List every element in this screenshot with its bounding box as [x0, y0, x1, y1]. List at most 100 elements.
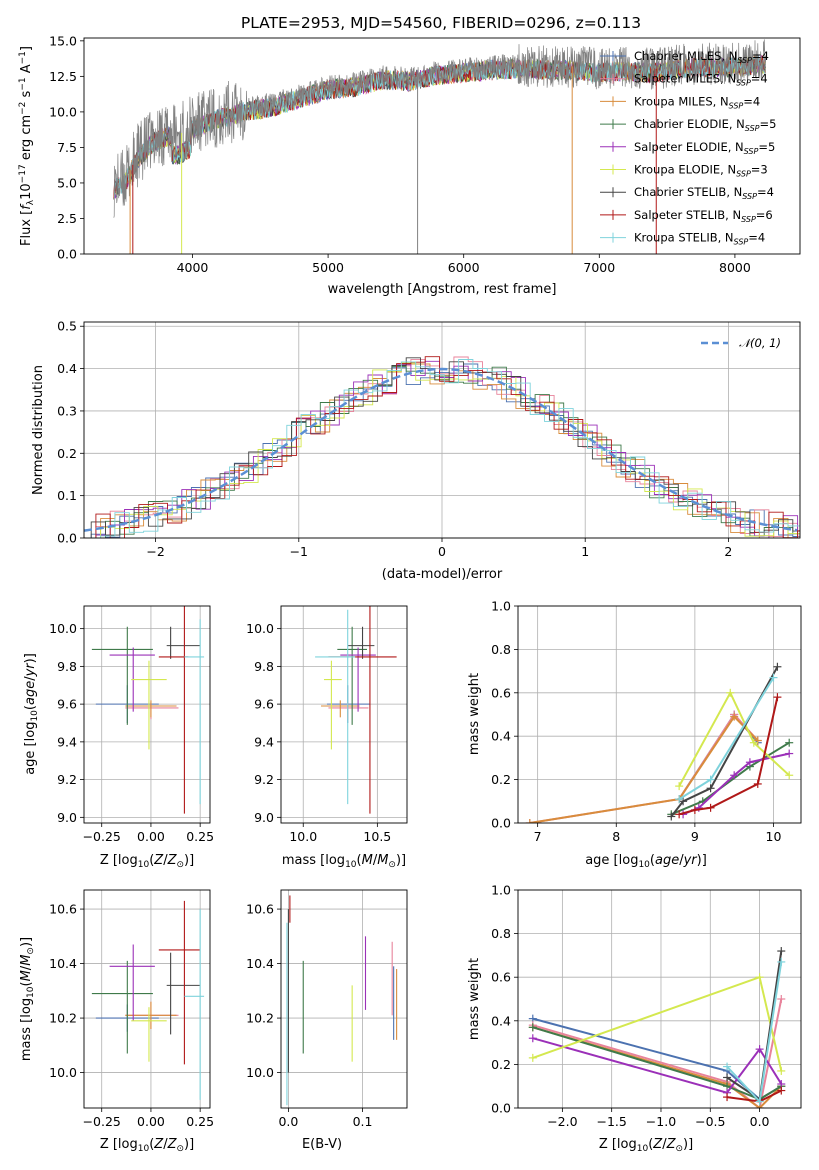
p5-ytick-label: 0.0 [491, 816, 511, 831]
residuals-legend: 𝒩(0, 1) [701, 336, 781, 350]
p4-ytick-label: 9.4 [254, 734, 274, 749]
p4-ytick-label: 10.0 [246, 621, 274, 636]
massweight-vs-age-ylabel: mass weight [467, 673, 482, 755]
residuals-ytick-label: 0.1 [57, 488, 77, 503]
mass-vs-Z-ylabel: mass [log10(M/M⊙)] [19, 937, 36, 1061]
age-vs-mass-panel: 10.0 10.5 9.0 9.2 9.4 9.6 9.8 10.0 [246, 605, 408, 844]
p4-ytick-label: 9.2 [254, 772, 274, 787]
age-vs-mass-xlabel: mass [log10(M/M⊙)] [282, 853, 406, 870]
spectrum-ytick-label: 10.0 [49, 104, 77, 119]
massweight-vs-Z-line-5 [532, 975, 783, 1072]
p5-xtick-label: 8 [612, 829, 620, 844]
residuals-ytick-label: 0.3 [57, 403, 77, 418]
p3-xtick-label: −0.25 [83, 829, 121, 844]
residual-hist-2 [86, 363, 800, 538]
p8-ytick-label: 0.0 [491, 1101, 511, 1116]
age-vs-Z-panel: −0.25 0.00 0.25 9.0 9.2 9.4 9.6 9.8 10.0 [49, 605, 214, 844]
spectrum-ylabel: Flux [fλ10−17 erg cm−2 s−1 A−1] [18, 46, 36, 246]
residuals-panel: −2 −1 0 1 2 0.0 0.1 0.2 0.3 0.4 0.5 (data-model)/e… [31, 319, 801, 582]
data-spectrum-line [113, 39, 767, 218]
p4-xtick-label: 10.0 [289, 829, 317, 844]
spectrum-xtick-label: 7000 [583, 260, 615, 275]
p8-frame [517, 889, 802, 1109]
residual-hist-3 [84, 366, 800, 538]
p7-xtick-label: 0.1 [353, 1114, 373, 1129]
residuals-ytick-label: 0.2 [57, 446, 77, 461]
p7-ytick-label: 10.0 [246, 1065, 274, 1080]
spectrum-legend-label: Salpeter MILES, NSSP=4 [634, 72, 768, 88]
p6-ytick-label: 10.0 [49, 1065, 77, 1080]
p3-frame [83, 605, 211, 824]
p7-ytick-label: 10.2 [246, 1011, 274, 1026]
residuals-ytick-label: 0.4 [57, 361, 77, 376]
residual-hist-1 [84, 356, 800, 538]
spectrum-ytick-label: 7.5 [57, 140, 77, 155]
p3-ytick-label: 9.2 [57, 772, 77, 787]
p8-ytick-label: 0.4 [491, 1013, 511, 1028]
spectrum-ytick-label: 15.0 [49, 33, 77, 48]
residuals-xlabel: (data-model)/error [382, 567, 503, 582]
p5-ytick-label: 1.0 [491, 599, 511, 614]
massweight-vs-age-line-5 [678, 690, 790, 787]
residual-hist-6 [84, 357, 800, 538]
p8-ytick-label: 0.6 [491, 970, 511, 985]
residuals-xtick-label: −1 [290, 544, 308, 559]
mass-vs-Z-panel: −0.25 0.00 0.25 10.0 10.2 10.4 10.6 [49, 889, 214, 1129]
p8-xtick-label: −0.5 [695, 1114, 725, 1129]
spectrum-legend-label: Salpeter ELODIE, NSSP=5 [634, 140, 775, 156]
spectrum-ticks: 4000 5000 6000 7000 8000 0.0 2.5 5.0 7.5 10.0 12.5… [49, 33, 751, 275]
p5-ytick-label: 0.6 [491, 685, 511, 700]
p3-ytick-label: 9.6 [57, 697, 77, 712]
spectrum-legend-label: Kroupa STELIB, NSSP=4 [634, 231, 765, 247]
p3-ytick-label: 9.8 [57, 659, 77, 674]
p6-ytick-label: 10.2 [49, 1011, 77, 1026]
massweight-vs-Z-line-0 [532, 1017, 782, 1101]
spectrum-legend-label: Chabrier STELIB, NSSP=4 [634, 185, 774, 201]
p8-xtick-label: −1.5 [596, 1114, 626, 1129]
massweight-vs-Z-line-3 [532, 1026, 782, 1101]
residuals-legend-label: 𝒩(0, 1) [739, 336, 781, 350]
p6-plot-area [91, 900, 205, 1100]
spectrum-legend-label: Kroupa ELODIE, NSSP=3 [634, 163, 768, 179]
residuals-xtick-label: 2 [724, 544, 732, 559]
spectrum-xtick-label: 8000 [719, 260, 751, 275]
massweight-vs-age-line-6 [670, 666, 779, 818]
p6-xtick-label: 0.00 [137, 1114, 165, 1129]
spectrum-plot-area [113, 39, 767, 254]
massweight-vs-age-panel: 7 8 9 10 0.0 0.2 0.4 0.6 0.8 1.0 [491, 599, 802, 844]
p7-xtick-label: 0.0 [278, 1114, 298, 1129]
spectrum-xtick-label: 5000 [312, 260, 344, 275]
spectrum-xlabel: wavelength [Angstrom, rest frame] [328, 282, 557, 297]
massweight-vs-age-line-2 [529, 715, 759, 823]
residuals-xtick-label: 1 [581, 544, 589, 559]
massweight-vs-Z-panel: −2.0 −1.5 −1.0 −0.5 0.0 0.0 0.2 0.4 0.6 0.8 1.0 [491, 883, 802, 1129]
p6-xtick-label: −0.25 [83, 1114, 121, 1129]
p8-ytick-label: 1.0 [491, 883, 511, 898]
p8-xtick-label: 0.0 [750, 1114, 770, 1129]
residuals-ylabel: Normed distribution [31, 365, 46, 495]
p4-ytick-label: 9.0 [254, 810, 274, 825]
p5-xtick-label: 7 [534, 829, 542, 844]
spectrum-ytick-label: 0.0 [57, 247, 77, 262]
mass-vs-Z-xlabel: Z [log10(Z/Z⊙)] [100, 1137, 194, 1154]
p4-xtick-label: 10.5 [363, 829, 391, 844]
p6-ytick-label: 10.4 [49, 956, 77, 971]
residual-hist-7 [84, 356, 800, 538]
spectrum-title: PLATE=2953, MJD=54560, FIBERID=0296, z=0… [241, 14, 641, 32]
p3-ytick-label: 9.0 [57, 810, 77, 825]
spectrum-xtick-label: 4000 [177, 260, 209, 275]
massweight-vs-Z-ylabel: mass weight [467, 958, 482, 1040]
residuals-xtick-label: −2 [146, 544, 164, 559]
p7-ytick-label: 10.6 [246, 902, 274, 917]
spectrum-legend-label: Chabrier MILES, NSSP=4 [634, 49, 769, 65]
spectrum-frame [83, 37, 801, 255]
p7-frame [280, 889, 408, 1109]
mass-vs-EBV-xlabel: E(B-V) [302, 1137, 342, 1152]
p5-ytick-label: 0.8 [491, 642, 511, 657]
p5-xtick-label: 10 [766, 829, 782, 844]
p6-ytick-label: 10.6 [49, 902, 77, 917]
residuals-xtick-label: 0 [438, 544, 446, 559]
spectrum-xtick-label: 6000 [448, 260, 480, 275]
spectrum-ytick-label: 2.5 [57, 211, 77, 226]
